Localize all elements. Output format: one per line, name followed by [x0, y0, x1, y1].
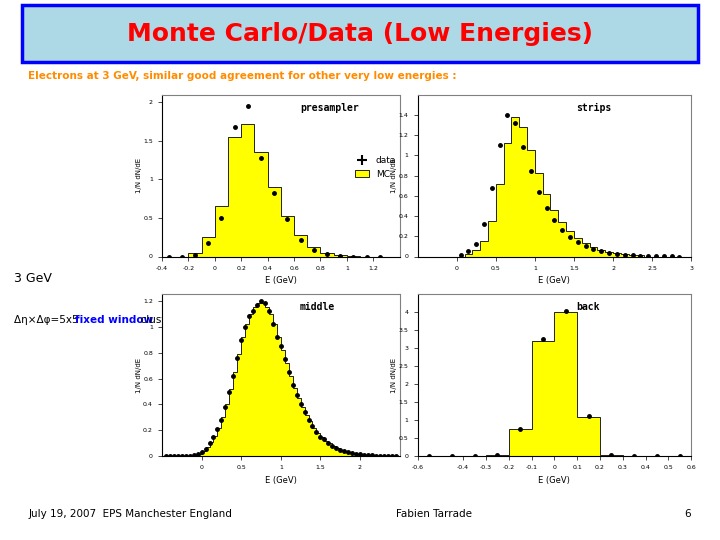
Y-axis label: 1/N dN/dE: 1/N dN/dE [135, 357, 142, 393]
Text: cluster: cluster [134, 315, 176, 325]
Text: Electrons at 3 GeV, similar good agreement for other very low energies :: Electrons at 3 GeV, similar good agreeme… [28, 71, 457, 81]
X-axis label: E (GeV): E (GeV) [539, 276, 570, 285]
Y-axis label: 1/N dN/dE: 1/N dN/dE [136, 158, 142, 193]
Text: 3 GeV: 3 GeV [14, 272, 53, 285]
X-axis label: E (GeV): E (GeV) [265, 276, 297, 285]
X-axis label: E (GeV): E (GeV) [265, 476, 297, 485]
Text: strips: strips [576, 103, 611, 113]
Text: presampler: presampler [300, 103, 359, 113]
Legend: data, MC: data, MC [351, 152, 400, 183]
Text: 6: 6 [685, 509, 691, 519]
FancyBboxPatch shape [22, 5, 698, 62]
Text: fixed window: fixed window [75, 315, 153, 325]
Text: Δη×Δφ=5x5: Δη×Δφ=5x5 [14, 315, 82, 325]
Text: Fabien Tarrade: Fabien Tarrade [396, 509, 472, 519]
Text: back: back [576, 302, 600, 313]
Y-axis label: 1/N dN/dE: 1/N dN/dE [391, 357, 397, 393]
Text: July 19, 2007  EPS Manchester England: July 19, 2007 EPS Manchester England [29, 509, 233, 519]
Y-axis label: 1/N dN/dE: 1/N dN/dE [391, 158, 397, 193]
X-axis label: E (GeV): E (GeV) [539, 476, 570, 485]
Text: middle: middle [300, 302, 335, 313]
Text: Monte Carlo/Data (Low Energies): Monte Carlo/Data (Low Energies) [127, 22, 593, 46]
